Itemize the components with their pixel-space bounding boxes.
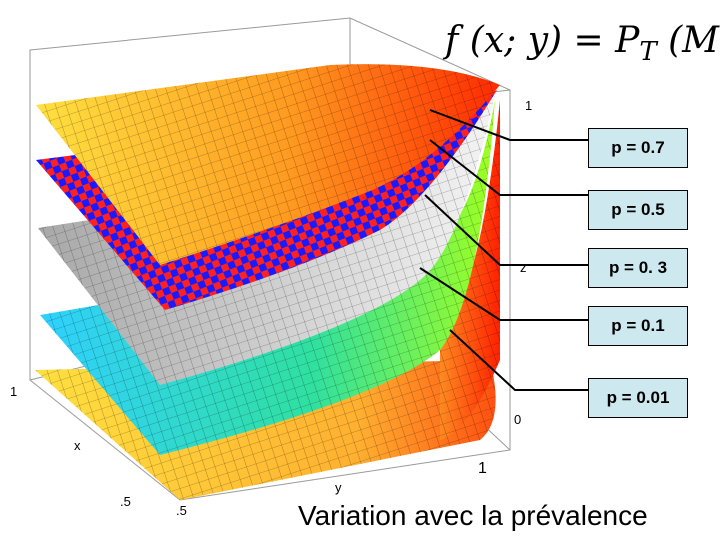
legend-p03: p = 0. 3 (588, 248, 688, 288)
leader-lines (419, 109, 588, 391)
x-tick-one: 1 (10, 384, 18, 399)
y-tick-one: 1 (478, 460, 487, 477)
z-tick-bottom: 0 (514, 412, 522, 427)
legend-p07: p = 0.7 (588, 128, 688, 168)
y-axis-label: y (335, 480, 342, 495)
y-tick-half: .5 (176, 503, 187, 518)
surface-p07 (36, 64, 500, 266)
caption: Variation avec la prévalence (298, 500, 648, 531)
legend-p05: p = 0.5 (588, 190, 688, 230)
legend-p001: p = 0.01 (588, 378, 688, 418)
z-tick-top: 1 (525, 98, 533, 113)
x-axis-label: x (74, 438, 81, 453)
formula: f (x; y) = PT (M ) (445, 20, 720, 68)
z-axis-label: z (520, 260, 527, 275)
x-tick-half: .5 (120, 494, 131, 509)
legend-p01: p = 0.1 (588, 306, 688, 346)
